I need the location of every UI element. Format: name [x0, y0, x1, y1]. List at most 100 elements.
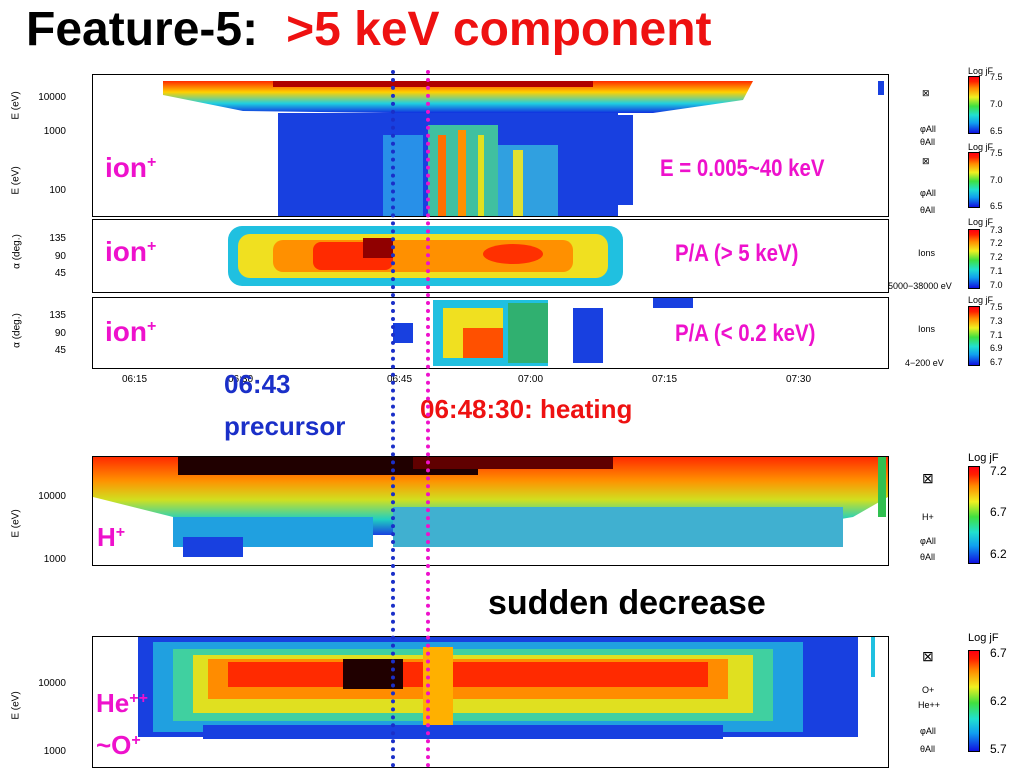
- p1-right-label-5: θAll: [920, 205, 936, 215]
- tick-90-low: 90: [54, 328, 66, 339]
- colorbar-2-scale: [968, 152, 980, 208]
- colorbar-1-title: Log jF: [968, 66, 994, 76]
- colorbar-4-scale: [968, 306, 980, 366]
- colorbar-5-title: Log jF: [968, 452, 999, 464]
- tick-100: 100: [49, 185, 66, 196]
- pitch-angle-low-energy-panel: [92, 297, 889, 369]
- tick-10000-he: 10000: [38, 678, 66, 689]
- colorbar-6-tick-2: 5.7: [990, 742, 1007, 756]
- ion-energy-spectrogram: [92, 74, 889, 217]
- o-plus-label: ~O+: [96, 730, 141, 760]
- ion-energy-spectrogram-image: [163, 81, 884, 216]
- p1-right-label-0: ⊠: [922, 88, 930, 98]
- colorbar-1-tick-1: 7.0: [990, 99, 1003, 109]
- colorbar-5-scale: [968, 466, 980, 564]
- colorbar-3-scale: [968, 229, 980, 289]
- colorbar-5-tick-1: 6.7: [990, 505, 1007, 519]
- colorbar-4-tick-0: 7.5: [990, 302, 1003, 312]
- colorbar-1-scale: [968, 76, 980, 134]
- p1-right-label-2: θAll: [920, 137, 936, 147]
- colorbar-2-title: Log jF: [968, 142, 994, 152]
- he-plus-plus-label: He++: [96, 688, 148, 718]
- colorbar-4-title: Log jF: [968, 295, 994, 305]
- colorbar-2-tick-1: 7.0: [990, 175, 1003, 185]
- tick-1000-h: 1000: [43, 554, 66, 565]
- time-tick-0730: 07:30: [786, 374, 812, 385]
- page-title: Feature-5: >5 keV component: [26, 2, 712, 57]
- tick-1000-he: 1000: [43, 746, 66, 757]
- p2-right-label-0: Ions: [918, 248, 936, 258]
- colorbar-1-tick-2: 6.5: [990, 126, 1003, 136]
- colorbar-3-tick-3: 7.1: [990, 266, 1003, 276]
- time-tick-0630: 06:30: [228, 374, 254, 385]
- pitch-angle-low-image: [393, 298, 693, 366]
- p5-right-label-0: ⊠: [922, 648, 934, 664]
- sudden-decrease-label: sudden decrease: [488, 584, 766, 622]
- p1-right-label-4: φAll: [920, 188, 936, 198]
- heating-marker-line: [426, 70, 430, 768]
- precursor-label: precursor: [224, 411, 346, 441]
- pitch-angle-high-energy-panel: [92, 219, 889, 293]
- tick-1000: 1000: [43, 126, 66, 137]
- p5-right-label-2: He++: [918, 700, 941, 710]
- colorbar-3-tick-4: 7.0: [990, 280, 1003, 290]
- title-feature: Feature-5:: [26, 3, 259, 56]
- p3-right-label-1: 4−200 eV: [905, 358, 944, 368]
- ion-label-3: ion+: [105, 316, 157, 347]
- h-plus-energy-spectrogram: [92, 456, 889, 566]
- p1-right-label-1: φAll: [920, 124, 936, 134]
- p5-right-label-3: φAll: [920, 726, 936, 736]
- p2-right-label-1: 5000−38000 eV: [888, 281, 952, 291]
- p5-right-label-1: O+: [922, 685, 935, 695]
- tick-10000-h: 10000: [38, 491, 66, 502]
- p4-right-label-1: H+: [922, 512, 934, 522]
- he-o-energy-spectrogram: [92, 636, 889, 768]
- tick-90-high: 90: [54, 251, 66, 262]
- y-axis-label-energy-h: E (eV): [10, 509, 22, 538]
- tick-45-low: 45: [54, 345, 66, 356]
- colorbar-3-title: Log jF: [968, 217, 994, 227]
- precursor-time-label: 06:43: [224, 369, 291, 399]
- p1-right-label-3: ⊠: [922, 156, 930, 166]
- p4-right-label-0: ⊠: [922, 470, 934, 486]
- tick-45-high: 45: [54, 268, 66, 279]
- colorbar-5-tick-0: 7.2: [990, 464, 1007, 478]
- colorbar-4-tick-2: 7.1: [990, 330, 1003, 340]
- time-tick-0700: 07:00: [518, 374, 544, 385]
- colorbar-6-scale: [968, 650, 980, 752]
- ion-label-1: ion+: [105, 152, 157, 183]
- colorbar-2-tick-0: 7.5: [990, 148, 1003, 158]
- time-tick-0715: 07:15: [652, 374, 678, 385]
- p3-right-label-0: Ions: [918, 324, 936, 334]
- colorbar-5-tick-2: 6.2: [990, 547, 1007, 561]
- colorbar-6-tick-0: 6.7: [990, 646, 1007, 660]
- h-plus-spectrogram-image: [93, 457, 888, 557]
- tick-135-high: 135: [49, 233, 66, 244]
- he-o-spectrogram-image: [138, 637, 875, 739]
- tick-10000: 10000: [38, 92, 66, 103]
- pa-low-annotation: P/A (< 0.2 keV): [675, 320, 816, 347]
- time-tick-0645: 06:45: [387, 374, 413, 385]
- p4-right-label-3: θAll: [920, 552, 936, 562]
- pa-high-annotation: P/A (> 5 keV): [675, 240, 799, 267]
- tick-135-low: 135: [49, 310, 66, 321]
- h-plus-label: H+: [97, 522, 126, 552]
- colorbar-1-tick-0: 7.5: [990, 72, 1003, 82]
- precursor-marker-line: [391, 70, 395, 768]
- colorbar-3-tick-1: 7.2: [990, 238, 1003, 248]
- title-component: >5 keV component: [286, 3, 712, 56]
- colorbar-6-title: Log jF: [968, 632, 999, 644]
- colorbar-3-tick-2: 7.2: [990, 252, 1003, 262]
- time-tick-0615: 06:15: [122, 374, 148, 385]
- p4-right-label-2: φAll: [920, 536, 936, 546]
- y-axis-label-energy-he: E (eV): [10, 691, 22, 720]
- p5-right-label-4: θAll: [920, 744, 936, 754]
- colorbar-4-tick-1: 7.3: [990, 316, 1003, 326]
- colorbar-6-tick-1: 6.2: [990, 694, 1007, 708]
- ion-label-2: ion+: [105, 236, 157, 267]
- colorbar-3-tick-0: 7.3: [990, 225, 1003, 235]
- heating-label: 06:48:30: heating: [420, 394, 633, 424]
- colorbar-2-tick-2: 6.5: [990, 201, 1003, 211]
- energy-range-annotation: E = 0.005~40 keV: [660, 155, 825, 182]
- colorbar-4-tick-3: 6.9: [990, 343, 1003, 353]
